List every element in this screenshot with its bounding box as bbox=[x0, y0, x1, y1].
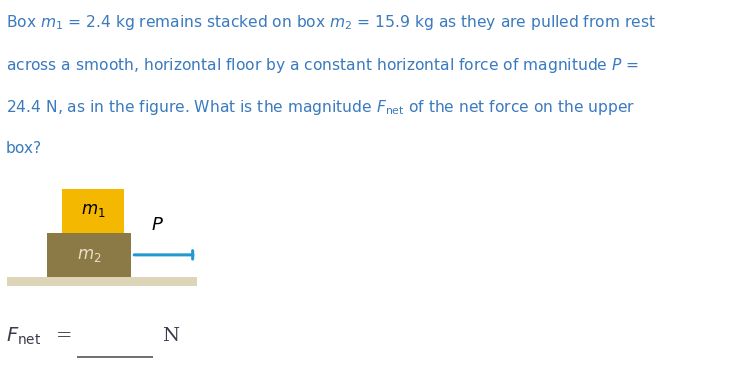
Bar bbox=[7, 277, 197, 286]
Bar bbox=[47, 233, 131, 277]
Text: $m_1$: $m_1$ bbox=[81, 202, 105, 219]
Text: $P$: $P$ bbox=[150, 216, 164, 234]
Text: N: N bbox=[162, 327, 179, 345]
Text: Box $m_1$ = 2.4 kg remains stacked on box $m_2$ = 15.9 kg as they are pulled fro: Box $m_1$ = 2.4 kg remains stacked on bo… bbox=[6, 13, 656, 32]
Text: 24.4 N, as in the figure. What is the magnitude $F_{\mathrm{net}}$ of the net fo: 24.4 N, as in the figure. What is the ma… bbox=[6, 98, 635, 117]
Text: box?: box? bbox=[6, 141, 42, 156]
Bar bbox=[62, 189, 124, 233]
Text: $m_2$: $m_2$ bbox=[77, 246, 101, 264]
Text: =: = bbox=[56, 327, 72, 345]
Text: $F_{\mathrm{net}}$: $F_{\mathrm{net}}$ bbox=[6, 325, 41, 347]
Text: across a smooth, horizontal floor by a constant horizontal force of magnitude $P: across a smooth, horizontal floor by a c… bbox=[6, 56, 639, 75]
